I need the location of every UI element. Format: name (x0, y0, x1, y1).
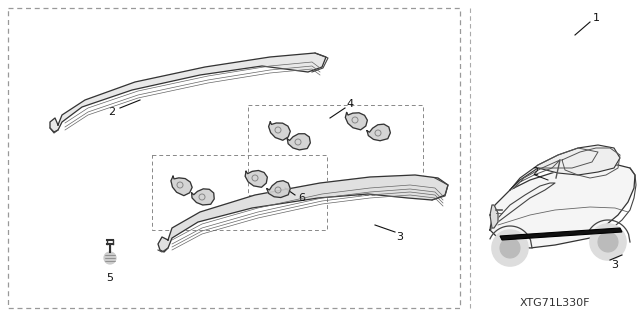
Polygon shape (367, 124, 390, 141)
Bar (152, 155, 327, 230)
Text: 3: 3 (397, 232, 403, 242)
Text: 5: 5 (106, 273, 113, 283)
Circle shape (590, 224, 626, 260)
Text: 4: 4 (346, 99, 353, 109)
Text: 3: 3 (611, 260, 618, 270)
Polygon shape (158, 175, 448, 252)
Bar (8, 8, 460, 308)
Polygon shape (191, 189, 214, 205)
Text: 2: 2 (532, 167, 538, 177)
Text: 2: 2 (108, 107, 116, 117)
Polygon shape (287, 134, 310, 150)
Polygon shape (245, 170, 268, 187)
Text: 1: 1 (593, 13, 600, 23)
Polygon shape (490, 205, 498, 228)
Polygon shape (50, 53, 326, 132)
Bar (248, 105, 423, 195)
Polygon shape (269, 122, 291, 140)
Polygon shape (346, 113, 367, 130)
Polygon shape (500, 228, 622, 240)
Polygon shape (267, 181, 291, 197)
Text: 6: 6 (298, 193, 305, 203)
Polygon shape (171, 176, 192, 196)
Circle shape (598, 232, 618, 252)
Circle shape (492, 230, 528, 266)
Polygon shape (510, 145, 620, 190)
Text: XTG71L330F: XTG71L330F (520, 298, 590, 308)
Circle shape (104, 252, 116, 264)
Polygon shape (490, 165, 635, 248)
Circle shape (500, 238, 520, 258)
